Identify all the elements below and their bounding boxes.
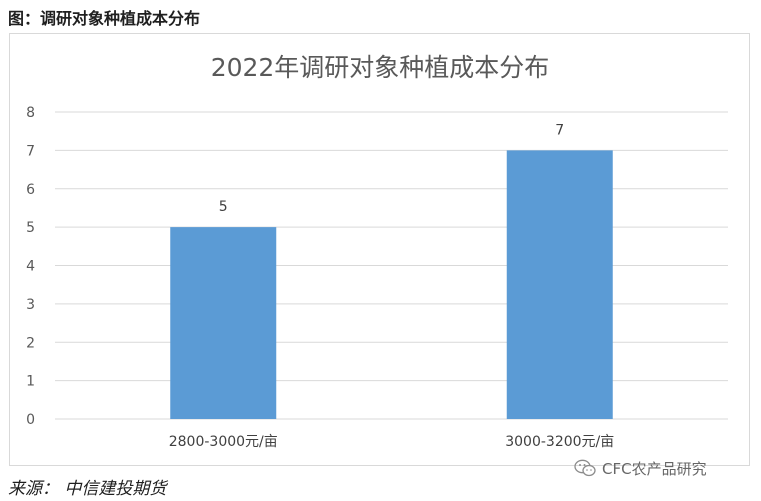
x-tick-label: 2800-3000元/亩 xyxy=(169,433,278,450)
y-tick-label: 3 xyxy=(26,297,35,313)
y-axis-ticks: 0 1 2 3 4 5 6 7 8 xyxy=(26,105,35,428)
source-note: 来源： 中信建投期货 xyxy=(8,479,167,499)
x-axis-ticks: 2800-3000元/亩 3000-3200元/亩 xyxy=(169,433,615,450)
data-label: 7 xyxy=(555,122,564,138)
bar xyxy=(170,227,277,419)
watermark-text: CFC农产品研究 xyxy=(602,459,707,478)
data-label: 5 xyxy=(219,199,228,215)
y-tick-label: 4 xyxy=(26,259,35,275)
figure-caption: 图：调研对象种植成本分布 xyxy=(8,9,201,28)
y-tick-label: 6 xyxy=(26,182,35,198)
y-tick-label: 7 xyxy=(26,143,35,159)
data-labels: 57 xyxy=(219,122,564,215)
bar xyxy=(506,150,613,419)
chart-title: 2022年调研对象种植成本分布 xyxy=(211,53,550,82)
y-tick-label: 5 xyxy=(26,220,35,236)
y-tick-label: 0 xyxy=(26,412,35,428)
y-tick-label: 2 xyxy=(26,335,35,351)
wechat-icon xyxy=(574,459,596,477)
x-tick-label: 3000-3200元/亩 xyxy=(505,433,614,450)
y-tick-label: 8 xyxy=(26,105,35,121)
gridlines xyxy=(55,111,728,420)
y-tick-label: 1 xyxy=(26,374,35,390)
bars xyxy=(170,150,613,419)
watermark: CFC农产品研究 xyxy=(574,456,707,480)
